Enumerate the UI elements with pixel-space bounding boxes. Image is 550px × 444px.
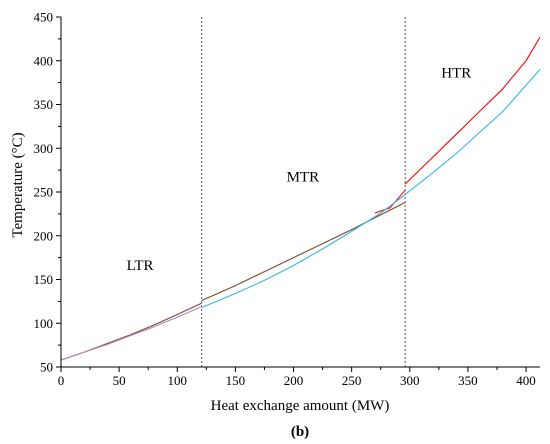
x-tick-label: 300	[400, 373, 420, 388]
x-tick-label: 150	[226, 373, 246, 388]
x-tick-label: 350	[458, 373, 478, 388]
series-line-2	[60, 306, 202, 361]
x-tick-label: 250	[342, 373, 362, 388]
region-label-htr: HTR	[441, 65, 471, 81]
y-tick-label: 300	[34, 141, 54, 156]
y-tick-label: 200	[34, 228, 54, 243]
series-line-1	[60, 302, 202, 361]
y-axis-title: Temperature (°C)	[10, 132, 26, 237]
region-dividers	[201, 17, 406, 367]
series-line-5	[404, 36, 541, 185]
y-ticks: 50 100 150 200 250 300 350 400 450	[34, 10, 61, 375]
x-axis-title: Heat exchange amount (MW)	[211, 398, 390, 414]
x-tick-label: 200	[284, 373, 304, 388]
series-line-6	[201, 69, 541, 309]
x-ticks: 0 50 100 150 200 250 300 350 400	[58, 367, 536, 388]
y-tick-label: 150	[34, 272, 54, 287]
y-tick-label: 250	[34, 185, 54, 200]
x-tick-label: 100	[168, 373, 188, 388]
y-tick-label: 50	[40, 360, 53, 375]
region-label-ltr: LTR	[127, 258, 154, 274]
x-tick-label: 400	[516, 373, 536, 388]
region-label-mtr: MTR	[287, 170, 320, 186]
y-tick-label: 100	[34, 316, 54, 331]
series-lines	[60, 36, 541, 361]
x-tick-label: 0	[58, 373, 65, 388]
y-tick-label: 350	[34, 97, 54, 112]
region-labels: LTR MTR HTR	[127, 65, 472, 274]
x-tick-label: 50	[113, 373, 126, 388]
series-line-4	[374, 189, 406, 214]
figure-caption: (b)	[291, 424, 309, 440]
y-tick-label: 400	[34, 53, 54, 68]
series-line-3	[201, 202, 406, 302]
y-tick-label: 450	[34, 10, 54, 25]
